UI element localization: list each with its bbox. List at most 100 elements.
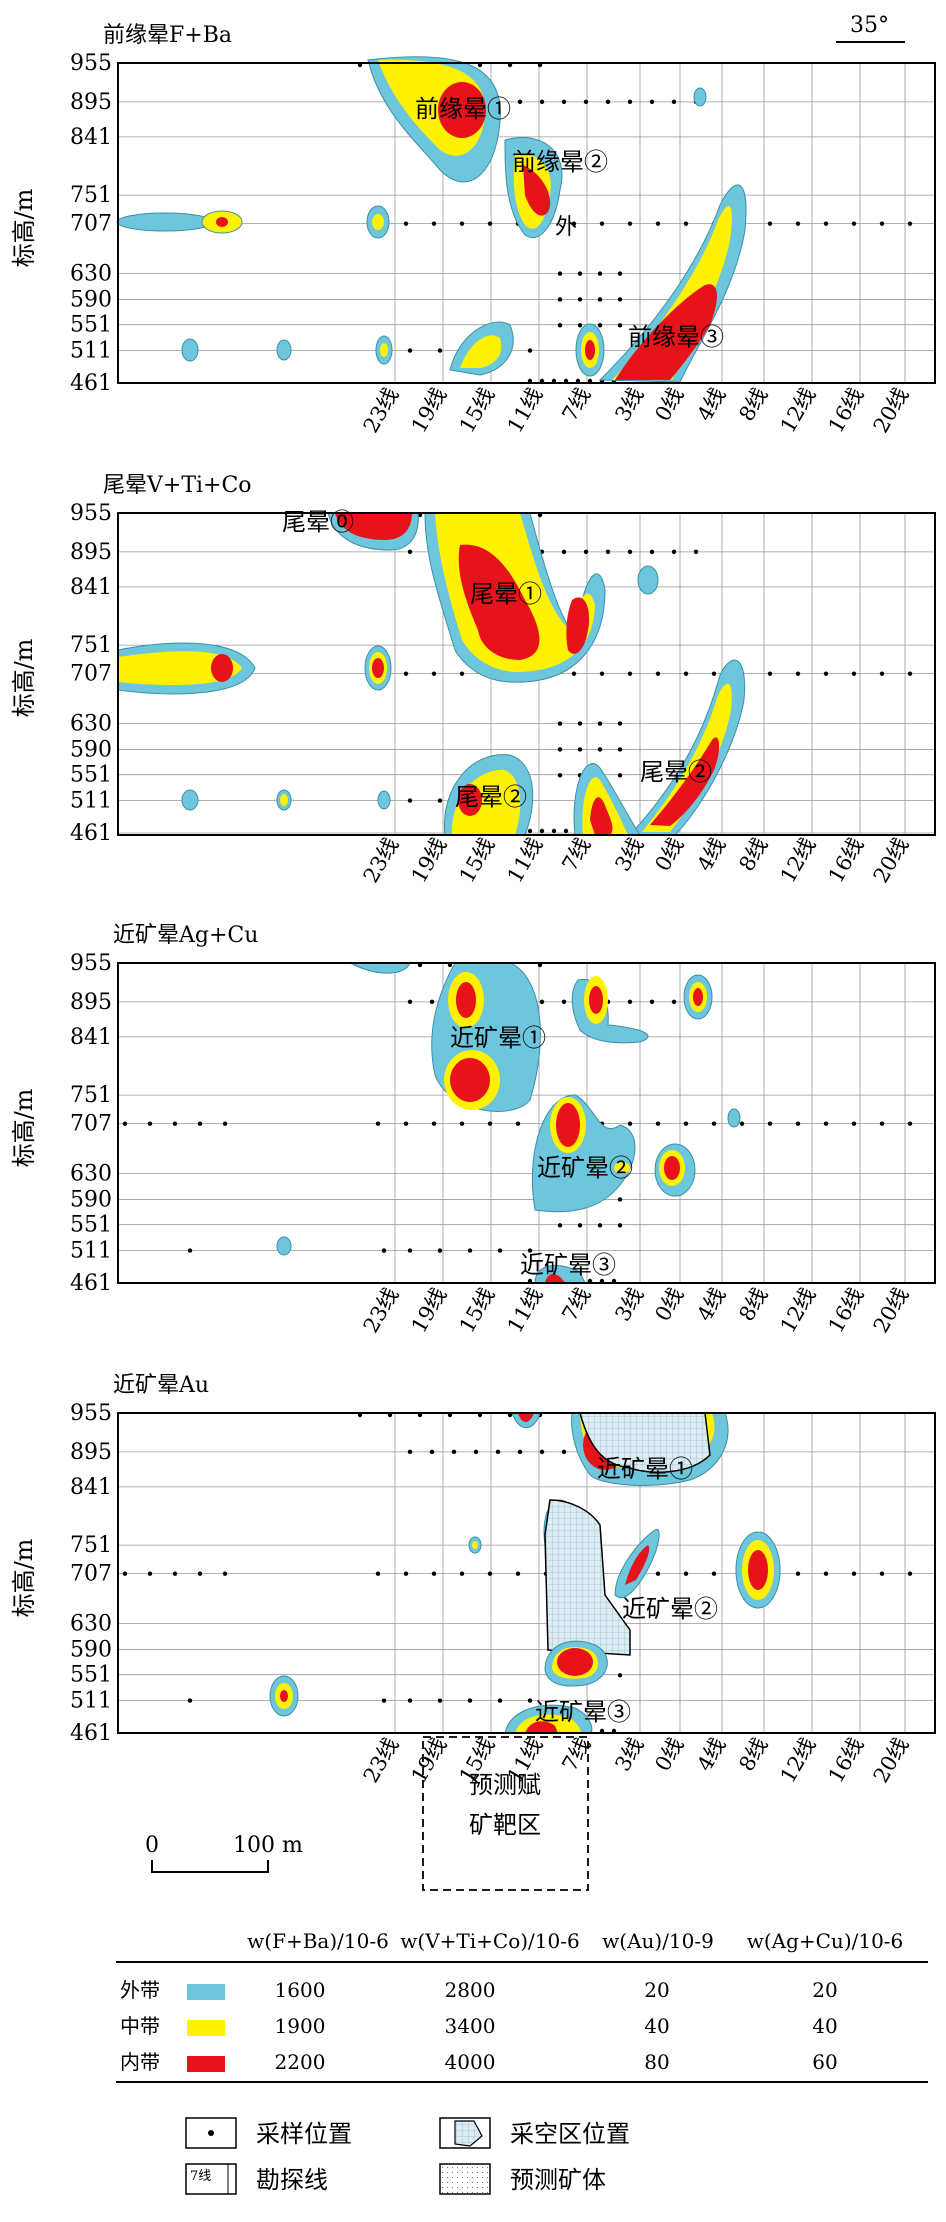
sample-point bbox=[617, 1197, 623, 1202]
sample-point bbox=[597, 323, 603, 328]
sample-point bbox=[823, 1571, 829, 1576]
survey-line-label: 3线 bbox=[610, 834, 648, 876]
elevation-tick-label: 841 bbox=[70, 125, 112, 150]
sample-point bbox=[683, 1571, 689, 1576]
sample-point bbox=[627, 221, 633, 226]
survey-line-label: 23线 bbox=[359, 384, 404, 437]
y-axis-label: 标高/m bbox=[10, 1088, 38, 1167]
elevation-tick-label: 511 bbox=[70, 339, 112, 364]
elevation-tick-label: 751 bbox=[70, 633, 112, 658]
sample-point bbox=[851, 671, 857, 676]
elevation-tick-label: 707 bbox=[70, 212, 112, 237]
halo-label: 近矿晕② bbox=[622, 1595, 718, 1623]
sample-point bbox=[767, 221, 773, 226]
panel-tail-halo: 尾晕V+Ti+Co bbox=[103, 473, 936, 836]
legend-row: 中带 1900 3400 40 40 bbox=[120, 2014, 838, 2038]
sample-point bbox=[407, 1698, 413, 1703]
sample-point bbox=[147, 1121, 153, 1126]
sample-point bbox=[767, 1121, 773, 1126]
sample-point bbox=[571, 671, 577, 676]
sample-point bbox=[197, 1571, 203, 1576]
zone-label: 中带 bbox=[120, 2014, 160, 2038]
sample-point bbox=[557, 323, 563, 328]
sample-point bbox=[577, 271, 583, 276]
survey-line-label: 16线 bbox=[824, 834, 869, 887]
survey-line-label: 3线 bbox=[610, 1284, 648, 1326]
zone-swatch bbox=[187, 2056, 225, 2072]
legend-value: 20 bbox=[812, 1978, 837, 2002]
sample-point bbox=[649, 999, 655, 1005]
sample-point bbox=[431, 671, 437, 676]
elevation-tick-label: 955 bbox=[70, 51, 112, 76]
sample-point bbox=[497, 1698, 503, 1703]
legend-value: 1900 bbox=[275, 2014, 326, 2038]
sample-point bbox=[407, 1248, 413, 1253]
sample-point bbox=[539, 999, 545, 1005]
sample-point bbox=[597, 271, 603, 276]
survey-line-label: 20线 bbox=[869, 1734, 914, 1787]
sample-point bbox=[851, 1121, 857, 1126]
sample-point bbox=[605, 549, 611, 555]
survey-line-label: 15线 bbox=[455, 834, 500, 887]
symbol-label: 采样位置 bbox=[256, 2120, 352, 2148]
elevation-tick-label: 461 bbox=[70, 821, 112, 846]
legend-value: 40 bbox=[644, 2014, 669, 2038]
sample-point bbox=[577, 747, 583, 752]
halo-label: 前缘晕② bbox=[512, 148, 608, 176]
legend-value: 80 bbox=[644, 2050, 669, 2074]
elevation-tick-label: 511 bbox=[70, 1239, 112, 1264]
sample-point bbox=[459, 1571, 465, 1576]
survey-line-label: 15线 bbox=[455, 384, 500, 437]
survey-line-label: 4线 bbox=[692, 1734, 730, 1776]
sample-point bbox=[617, 773, 623, 778]
sample-point bbox=[617, 1223, 623, 1228]
sample-point bbox=[539, 828, 545, 834]
sample-point bbox=[375, 1571, 381, 1576]
survey-line-label: 23线 bbox=[359, 1284, 404, 1337]
survey-line-label: 19线 bbox=[407, 1284, 452, 1337]
sample-point bbox=[403, 1571, 409, 1576]
predicted-orebody-icon bbox=[439, 2163, 491, 2195]
sample-point bbox=[515, 1571, 521, 1576]
sample-point bbox=[381, 1698, 387, 1703]
sample-point bbox=[459, 671, 465, 676]
sample-point bbox=[515, 1121, 521, 1126]
sample-point bbox=[597, 721, 603, 726]
legend-value: 2800 bbox=[445, 1978, 496, 2002]
sample-point bbox=[527, 1698, 533, 1703]
legend-row: 外带 1600 2800 20 20 bbox=[120, 1978, 838, 2002]
sample-point bbox=[583, 99, 589, 105]
elevation-tick-label: 841 bbox=[70, 1025, 112, 1050]
halo-label: 近矿晕③ bbox=[520, 1251, 616, 1279]
sample-point bbox=[795, 1571, 801, 1576]
elevation-tick-label: 707 bbox=[70, 1112, 112, 1137]
elevation-tick-label: 841 bbox=[70, 575, 112, 600]
sample-point bbox=[577, 323, 583, 328]
sample-point bbox=[851, 221, 857, 226]
sample-point bbox=[671, 999, 677, 1005]
elevation-tick-label: 751 bbox=[70, 1533, 112, 1558]
sample-point bbox=[557, 271, 563, 276]
survey-line-label: 12线 bbox=[776, 1284, 821, 1337]
survey-line-label: 16线 bbox=[824, 384, 869, 437]
elevation-tick-label: 461 bbox=[70, 1721, 112, 1746]
sample-point bbox=[467, 1698, 473, 1703]
survey-line-label: 12线 bbox=[776, 1734, 821, 1787]
sample-point bbox=[527, 348, 533, 353]
sample-point bbox=[851, 1571, 857, 1576]
panel-labels: 前缘晕① 前缘晕② 外 前缘晕③ bbox=[415, 95, 724, 351]
survey-line-label: 8线 bbox=[734, 384, 772, 426]
panel-title: 近矿晕Ag+Cu bbox=[113, 923, 258, 948]
sample-point bbox=[907, 221, 913, 226]
survey-line-label: 11线 bbox=[503, 834, 548, 887]
y-axis-label: 标高/m bbox=[10, 638, 38, 717]
sample-point bbox=[487, 1571, 493, 1576]
legend-table: w(F+Ba)/10-6 w(V+Ti+Co)/10-6 w(Au)/10-9 … bbox=[116, 1929, 928, 2083]
sample-point bbox=[599, 671, 605, 676]
sample-point bbox=[823, 671, 829, 676]
sample-point bbox=[577, 1223, 583, 1228]
north-arrow: 35° bbox=[836, 13, 905, 43]
legend-header: w(V+Ti+Co)/10-6 bbox=[400, 1929, 579, 1953]
survey-line-label: 7线 bbox=[557, 834, 595, 876]
halo-label: 尾晕② bbox=[640, 758, 712, 786]
